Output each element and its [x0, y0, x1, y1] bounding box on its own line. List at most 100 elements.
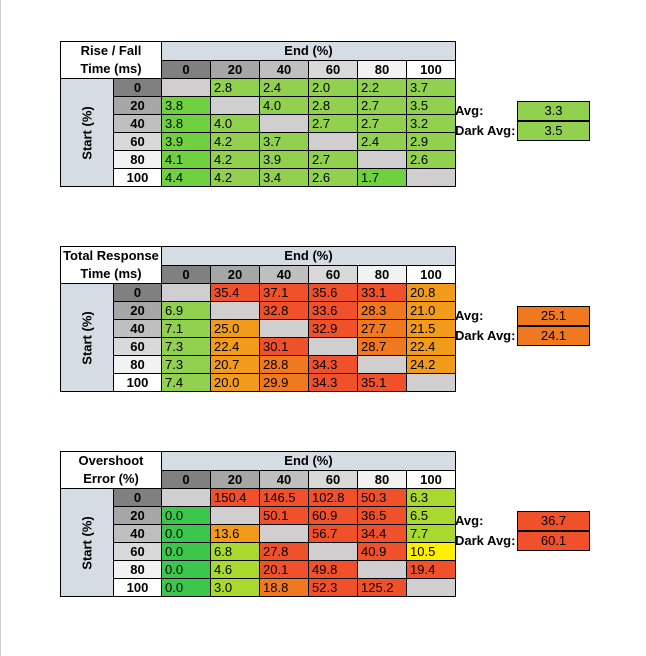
heatmap-cell: 7.7: [406, 524, 456, 543]
heatmap-cell: [406, 168, 456, 187]
heatmap-cell: [210, 96, 260, 115]
heatmap-cell: 28.7: [357, 337, 407, 356]
heatmap-cell: [210, 506, 260, 525]
heatmap-cell: [259, 114, 309, 133]
start-row-header: 100: [113, 578, 162, 597]
start-axis-label: Start (%): [60, 488, 114, 597]
start-axis-text: Start (%): [79, 310, 95, 365]
start-row-header: 40: [113, 319, 162, 338]
end-column-header: 0: [161, 59, 211, 79]
start-row-header: 0: [113, 78, 162, 97]
matrix-title-line2: Error (%): [83, 471, 139, 486]
heatmap-cell: 20.0: [210, 373, 260, 392]
heatmap-cell: 4.2: [210, 132, 260, 151]
matrix-title-line2: Time (ms): [80, 266, 142, 281]
heatmap-cell: 3.5: [406, 96, 456, 115]
heatmap-cell: 6.9: [161, 301, 211, 320]
start-axis-text: Start (%): [79, 515, 95, 570]
start-row-header: 80: [113, 355, 162, 374]
end-column-header: 20: [210, 469, 260, 489]
heatmap-cell: 10.5: [406, 542, 456, 561]
end-column-header: 0: [161, 264, 211, 284]
heatmap-cell: 35.4: [210, 283, 260, 302]
end-column-header: 60: [308, 59, 358, 79]
heatmap-cell: 19.4: [406, 560, 456, 579]
heatmap-cell: 7.1: [161, 319, 211, 338]
heatmap-cell: 30.1: [259, 337, 309, 356]
end-column-header: 40: [259, 59, 309, 79]
overshoot-error-section: Overshoot Error (%) End (%) 0 20 40 60 80 100 Sta…: [60, 451, 590, 616]
heatmap-cell: 35.1: [357, 373, 407, 392]
heatmap-cell: 2.4: [259, 78, 309, 97]
dark-avg-value: 24.1: [517, 326, 590, 346]
heatmap-cell: 37.1: [259, 283, 309, 302]
heatmap-cell: 2.0: [308, 78, 358, 97]
heatmap-cell: 3.8: [161, 114, 211, 133]
start-row-header: 60: [113, 337, 162, 356]
heatmap-cell: 2.6: [308, 168, 358, 187]
heatmap-cell: 3.9: [161, 132, 211, 151]
end-column-header: 80: [357, 59, 407, 79]
table-row: 20 0.0 50.1 60.9 36.5 6.5: [61, 506, 456, 525]
table-row: Start (%) 0 35.4 37.1 35.6 33.1 20.8: [60, 283, 456, 392]
heatmap-cell: 3.4: [259, 168, 309, 187]
start-axis-text: Start (%): [79, 105, 95, 160]
dark-avg-label: Dark Avg:: [455, 123, 516, 138]
averages-panel: Avg: 3.3 Dark Avg: 3.5: [455, 101, 590, 143]
heatmap-cell: 28.3: [357, 301, 407, 320]
matrix-title-line1: Rise / Fall: [80, 43, 142, 58]
heatmap-cell: 33.6: [308, 301, 358, 320]
heatmap-cell: 33.1: [357, 283, 407, 302]
heatmap-cell: 20.1: [259, 560, 309, 579]
table-row: 80 0.0 4.6 20.1 49.8 19.4: [61, 560, 456, 579]
heatmap-cell: 20.7: [210, 355, 260, 374]
heatmap-cell: 2.8: [210, 78, 260, 97]
heatmap-cell: [357, 355, 407, 374]
end-column-header: 100: [406, 264, 456, 284]
heatmap-cell: 22.4: [406, 337, 456, 356]
heatmap-cell: 2.7: [357, 96, 407, 115]
start-row-header: 40: [113, 114, 162, 133]
heatmap-cell: 21.5: [406, 319, 456, 338]
dark-avg-label: Dark Avg:: [455, 328, 516, 343]
matrix-title-line2: Time (ms): [80, 61, 142, 76]
heatmap-cell: 3.0: [210, 578, 260, 597]
heatmap-cell: 27.8: [259, 542, 309, 561]
heatmap-cell: 2.7: [357, 114, 407, 133]
table-row: 80 7.3 20.7 28.8 34.3 24.2: [61, 355, 456, 374]
heatmap-cell: 34.3: [308, 373, 358, 392]
table-row: 20 6.9 32.8 33.6 28.3 21.0: [61, 301, 456, 320]
heatmap-cell: 28.8: [259, 355, 309, 374]
header-row: Total Response Time (ms) End (%): [60, 246, 456, 284]
end-axis-label: End (%): [161, 451, 456, 471]
table-row: 40 0.0 13.6 56.7 34.4 7.7: [61, 524, 456, 543]
end-column-header: 40: [259, 469, 309, 489]
heatmap-cell: 4.2: [210, 150, 260, 169]
heatmap-cell: [161, 283, 211, 302]
heatmap-cell: 29.9: [259, 373, 309, 392]
start-row-header: 20: [113, 301, 162, 320]
heatmap-cell: 146.5: [259, 488, 309, 507]
heatmap-cell: 2.7: [308, 150, 358, 169]
heatmap-cell: 32.9: [308, 319, 358, 338]
start-row-header: 80: [113, 150, 162, 169]
averages-panel: Avg: 25.1 Dark Avg: 24.1: [455, 306, 590, 348]
table-row: Start (%) 0 2.8 2.4 2.0 2.2 3.7: [60, 78, 456, 187]
heatmap-cell: 2.2: [357, 78, 407, 97]
start-row-header: 0: [113, 488, 162, 507]
heatmap-cell: 0.0: [161, 524, 211, 543]
heatmap-cell: 3.9: [259, 150, 309, 169]
avg-value: 3.3: [517, 101, 590, 121]
heatmap-cell: 4.4: [161, 168, 211, 187]
heatmap-cell: 7.3: [161, 337, 211, 356]
heatmap-cell: 52.3: [308, 578, 358, 597]
heatmap-cell: 0.0: [161, 506, 211, 525]
heatmap-cell: 50.1: [259, 506, 309, 525]
heatmap-cell: 34.4: [357, 524, 407, 543]
heatmap-cell: 34.3: [308, 355, 358, 374]
dark-avg-value: 60.1: [517, 531, 590, 551]
heatmap-cell: 6.8: [210, 542, 260, 561]
start-row-header: 20: [113, 506, 162, 525]
heatmap-cell: 2.4: [357, 132, 407, 151]
header-row: Rise / Fall Time (ms) End (%): [60, 41, 456, 79]
